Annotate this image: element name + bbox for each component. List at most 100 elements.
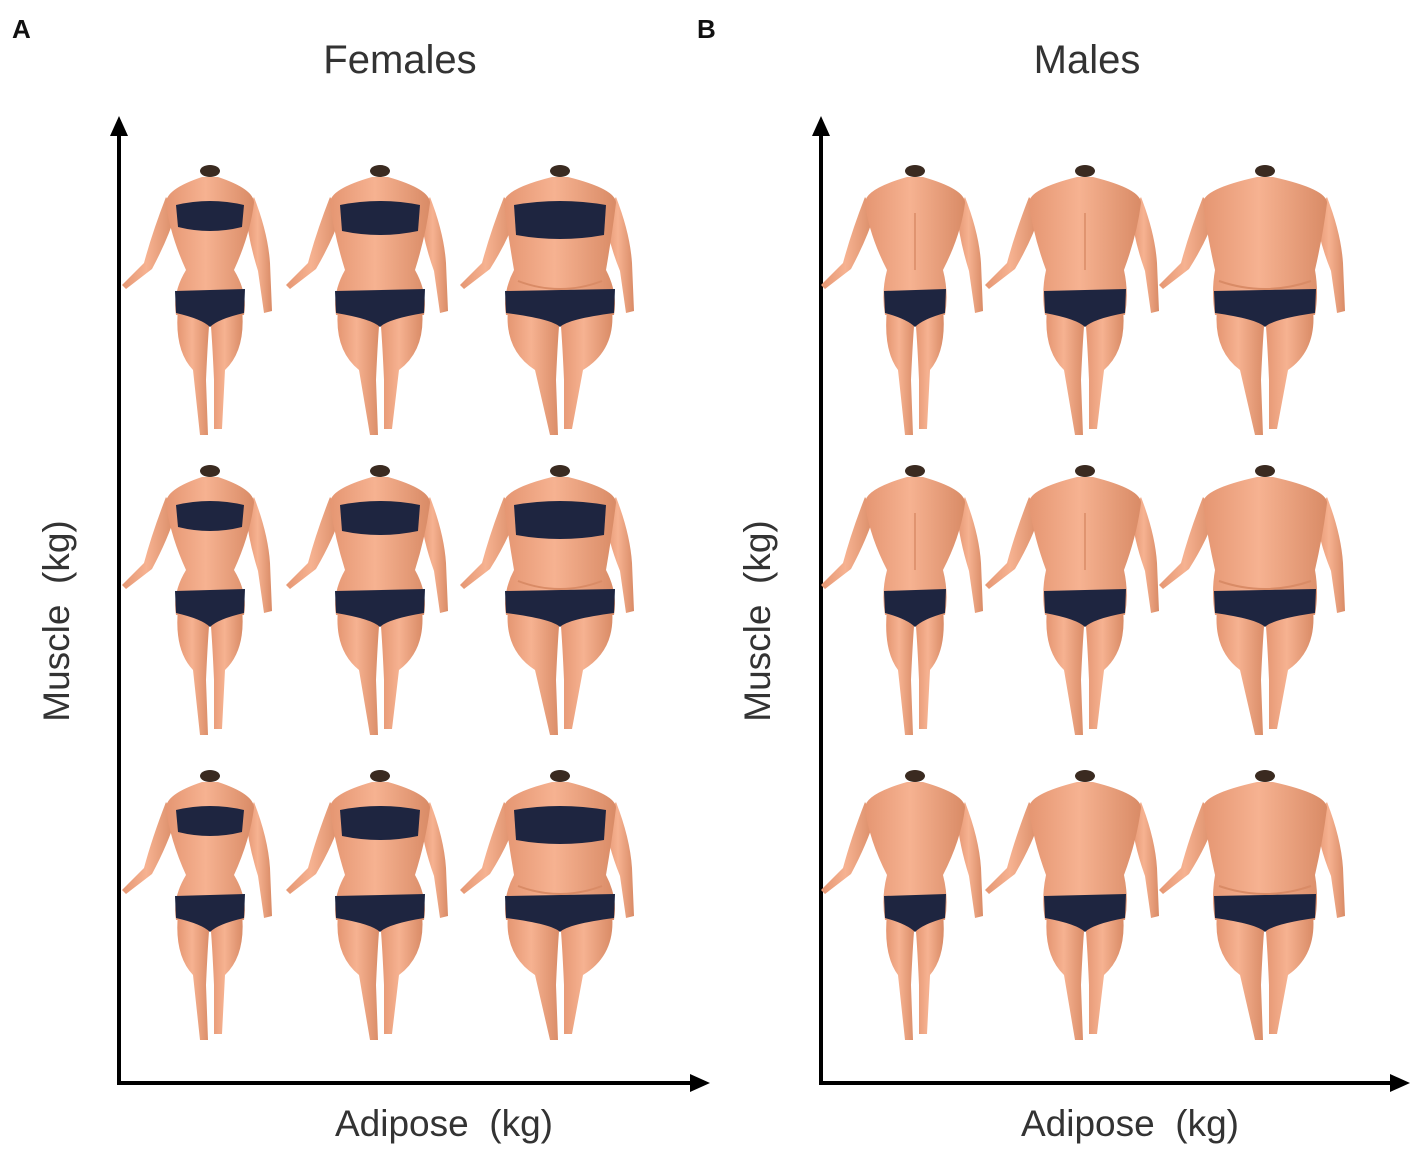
belly-fold	[1218, 885, 1312, 895]
left-arm	[122, 197, 176, 289]
left-leg	[337, 609, 380, 735]
right-arm	[1131, 497, 1159, 613]
right-leg	[380, 609, 423, 729]
right-arm	[420, 802, 448, 918]
belly-fold	[1218, 280, 1312, 290]
left-arm	[985, 802, 1041, 894]
neck-shadow	[370, 465, 390, 477]
briefs	[175, 289, 245, 327]
torso	[1203, 177, 1327, 315]
briefs	[884, 894, 946, 932]
left-arm	[985, 197, 1041, 289]
belly-fold	[517, 580, 603, 590]
male-figure-r2-c2	[985, 465, 1159, 735]
left-arm	[821, 497, 875, 589]
briefs	[335, 894, 425, 932]
panel-b-x-axis-label: Adipose (kg)	[1021, 1103, 1239, 1144]
panel-a-x-arrow	[690, 1074, 710, 1092]
panel-a-letter: A	[12, 14, 31, 44]
left-leg	[886, 609, 915, 735]
briefs	[1214, 894, 1316, 932]
male-figure-r1-c3	[1159, 165, 1345, 435]
male-figure-r3-c3	[1159, 770, 1345, 1040]
male-figure-r3-c2	[985, 770, 1159, 1040]
left-arm	[821, 802, 875, 894]
left-leg	[177, 914, 210, 1040]
left-leg	[507, 914, 560, 1040]
right-leg	[560, 309, 613, 429]
panel-b-axes	[812, 116, 1410, 1092]
briefs	[1044, 589, 1126, 627]
female-figure-r1-c2	[286, 165, 448, 435]
left-leg	[1216, 309, 1265, 435]
right-leg	[380, 914, 423, 1034]
left-arm	[460, 197, 517, 289]
neck-shadow	[1075, 770, 1095, 782]
left-arm	[985, 497, 1041, 589]
left-leg	[507, 609, 560, 735]
neck-shadow	[370, 165, 390, 177]
right-leg	[1085, 309, 1124, 429]
left-leg	[1216, 914, 1265, 1040]
briefs	[505, 289, 615, 327]
male-figure-r3-c1	[821, 770, 983, 1040]
briefs	[175, 894, 245, 932]
female-figure-r1-c1	[122, 165, 272, 435]
left-arm	[286, 802, 342, 894]
bra	[176, 501, 244, 531]
left-arm	[122, 802, 176, 894]
briefs	[505, 894, 615, 932]
briefs	[335, 289, 425, 327]
right-leg	[915, 309, 944, 429]
right-arm	[957, 802, 983, 918]
left-leg	[337, 309, 380, 435]
right-arm	[246, 197, 272, 313]
briefs	[1214, 289, 1316, 327]
left-arm	[286, 197, 342, 289]
briefs	[1214, 589, 1316, 627]
neck-shadow	[905, 465, 925, 477]
male-figure-r2-c3	[1159, 465, 1345, 735]
bra	[340, 201, 420, 235]
left-arm	[460, 802, 517, 894]
neck-shadow	[1255, 465, 1275, 477]
panel-a-figures	[122, 165, 634, 1040]
neck-shadow	[1255, 165, 1275, 177]
left-leg	[1046, 914, 1085, 1040]
panel-b-title: Males	[1033, 38, 1141, 82]
right-leg	[560, 609, 613, 729]
left-arm	[1159, 497, 1216, 589]
right-leg	[210, 914, 243, 1034]
neck-shadow	[1075, 465, 1095, 477]
female-figure-r2-c1	[122, 465, 272, 735]
torso	[865, 782, 965, 920]
female-figure-r3-c3	[460, 770, 634, 1040]
bra	[340, 806, 420, 840]
briefs	[884, 589, 946, 627]
right-arm	[420, 197, 448, 313]
male-figure-r1-c1	[821, 165, 983, 435]
female-figure-r2-c2	[286, 465, 448, 735]
briefs	[335, 589, 425, 627]
left-leg	[886, 914, 915, 1040]
bra	[340, 501, 420, 535]
left-arm	[286, 497, 342, 589]
right-leg	[1265, 309, 1314, 429]
right-arm	[957, 497, 983, 613]
left-leg	[1046, 309, 1085, 435]
panel-b-figures	[821, 165, 1345, 1040]
right-leg	[1265, 609, 1314, 729]
bra	[514, 501, 606, 539]
left-arm	[1159, 802, 1216, 894]
right-leg	[915, 914, 944, 1034]
briefs	[505, 589, 615, 627]
bra	[176, 806, 244, 836]
female-figure-r3-c2	[286, 770, 448, 1040]
briefs	[1044, 289, 1126, 327]
belly-fold	[517, 885, 603, 895]
neck-shadow	[370, 770, 390, 782]
right-leg	[210, 309, 243, 429]
right-leg	[1265, 914, 1314, 1034]
right-leg	[915, 609, 944, 729]
